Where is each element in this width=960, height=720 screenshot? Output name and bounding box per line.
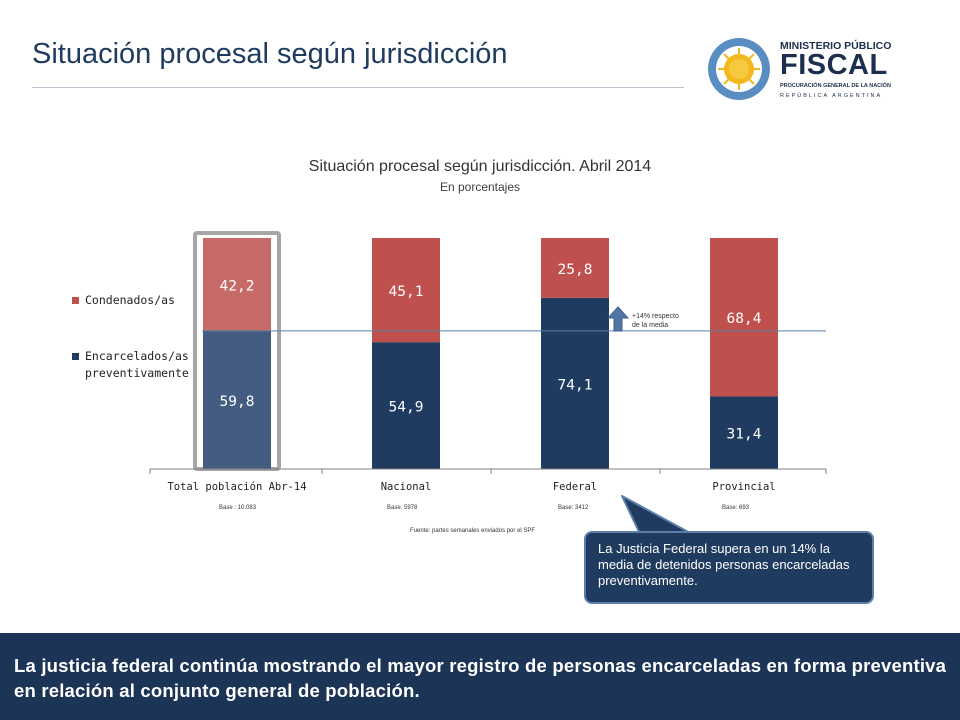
chart-title: Situación procesal según jurisdicción. A… <box>308 158 652 175</box>
bar-federal-encarcelados <box>541 297 609 469</box>
logo-line-1: MINISTERIO PÚBLICO <box>780 40 892 52</box>
base-label-total: Base : 10.083 <box>219 505 257 511</box>
bar-provincial-condenados <box>710 238 778 397</box>
data-label-nacional-encarcelados: 54,9 <box>389 400 424 416</box>
category-label-total: Total población Abr-14 <box>167 481 306 493</box>
ministerio-publico-fiscal-logo: MINISTERIO PÚBLICO FISCAL PROCURACIÓN GE… <box>706 36 896 116</box>
arrow-annotation-line1: +14% respecto <box>632 313 679 320</box>
base-label-federal: Base: 3412 <box>558 505 589 511</box>
logo-line-4: REPÚBLICA ARGENTINA <box>780 93 883 99</box>
category-label-federal: Federal <box>553 481 597 493</box>
bar-provincial-encarcelados <box>710 396 778 469</box>
up-arrow-icon <box>607 306 629 332</box>
legend-swatch-encarcelados <box>72 353 79 360</box>
callout-box: La Justicia Federal supera en un 14% la … <box>584 531 874 604</box>
category-label-provincial: Provincial <box>712 481 775 493</box>
bar-total-encarcelados <box>203 330 271 469</box>
legend-item-condenados: Condenados/as <box>72 292 175 309</box>
data-label-federal-condenados: 25,8 <box>558 262 593 278</box>
conclusion-text: La justicia federal continúa mostrando e… <box>14 655 947 701</box>
legend-label-condenados: Condenados/as <box>85 293 176 307</box>
data-label-total-encarcelados: 59,8 <box>220 394 255 410</box>
data-label-provincial-encarcelados: 31,4 <box>727 427 762 443</box>
legend-item-encarcelados: Encarcelados/as preventivamente <box>72 348 205 382</box>
logo-line-3: PROCURACIÓN GENERAL DE LA NACIÓN <box>780 83 891 89</box>
base-label-provincial: Base: 693 <box>722 505 750 511</box>
title-divider <box>32 87 684 88</box>
data-label-provincial-condenados: 68,4 <box>727 311 762 327</box>
bar-federal-condenados <box>541 238 609 298</box>
legend-label-encarcelados: Encarcelados/as preventivamente <box>85 349 189 380</box>
arrow-annotation: +14% respecto de la media <box>632 312 679 330</box>
sun-emblem-icon <box>708 38 770 100</box>
bar-nacional-condenados <box>372 238 440 343</box>
data-label-total-condenados: 42,2 <box>220 278 255 294</box>
data-label-nacional-condenados: 45,1 <box>389 284 424 300</box>
arrow-annotation-line2: de la media <box>632 322 669 329</box>
bottom-banner <box>0 633 960 720</box>
source-note: Fuente: partes semanales enviados por el… <box>410 528 536 534</box>
data-label-federal-encarcelados: 74,1 <box>558 377 593 393</box>
slide-title: Situación procesal según jurisdicción <box>32 38 508 70</box>
category-label-nacional: Nacional <box>381 481 432 493</box>
chart-subtitle: En porcentajes <box>439 180 521 194</box>
bar-nacional-encarcelados <box>372 342 440 469</box>
logo-line-2: FISCAL <box>780 49 888 81</box>
base-label-nacional: Base: 5978 <box>387 505 418 511</box>
bar-total-condenados <box>203 238 271 331</box>
legend-swatch-condenados <box>72 297 79 304</box>
